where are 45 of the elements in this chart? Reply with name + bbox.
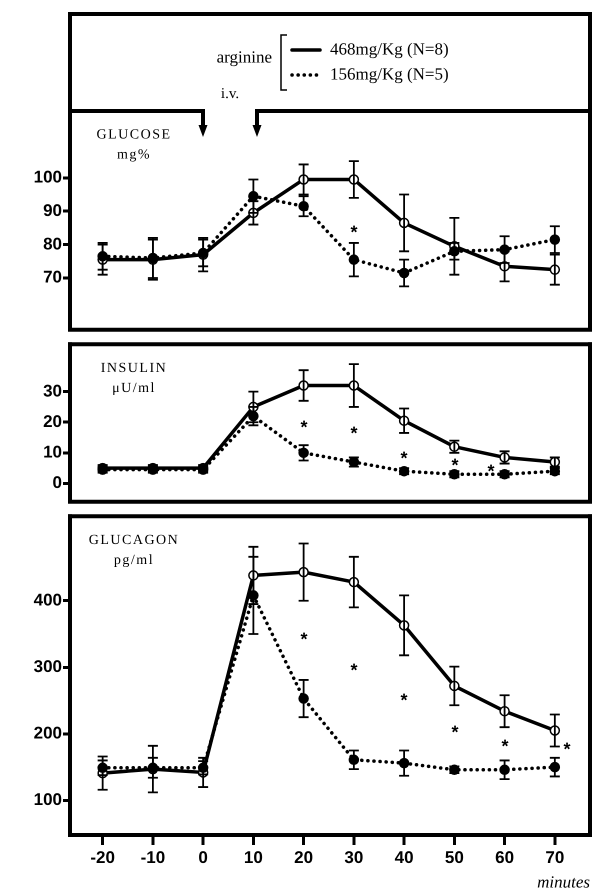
- annotation: *: [487, 460, 495, 481]
- legend-label: 156mg/Kg (N=5): [330, 64, 449, 84]
- annotation: *: [451, 722, 459, 742]
- annotation: *: [501, 736, 509, 756]
- legend-title: arginine: [216, 47, 272, 66]
- annotation: *: [350, 422, 358, 443]
- x-tick-label: 60: [495, 848, 514, 867]
- text: INSULIN: [100, 360, 168, 376]
- x-tick-label: 40: [394, 848, 414, 867]
- x-tick-label: 0: [198, 848, 208, 867]
- x-tick-label: 10: [244, 848, 263, 867]
- y-tick-label: 300: [34, 656, 62, 676]
- y-tick-label: 70: [43, 268, 62, 287]
- x-tick-label: -20: [90, 848, 115, 867]
- annotation: *: [300, 628, 308, 649]
- y-tick-label: 100: [34, 790, 62, 810]
- y-axis-title: pg/ml: [114, 552, 154, 568]
- y-tick-label: 80: [43, 234, 62, 254]
- annotation: *: [400, 690, 408, 710]
- y-tick-label: 10: [43, 442, 62, 462]
- x-tick-label: 30: [344, 848, 364, 867]
- y-tick-label: 100: [34, 167, 62, 186]
- y-tick-label: 30: [43, 381, 62, 400]
- x-tick-label: 50: [444, 848, 464, 867]
- x-axis-title: minutes: [537, 872, 590, 892]
- y-axis-title: mg%: [116, 148, 152, 163]
- y-tick-label: 20: [43, 412, 62, 431]
- text: GLUCAGON: [88, 532, 180, 548]
- y-axis-title: μU/ml: [112, 380, 156, 396]
- text: i.v.: [220, 86, 240, 102]
- y-tick-label: 400: [34, 590, 62, 610]
- y-tick-label: 90: [43, 200, 62, 220]
- annotation: *: [350, 222, 358, 242]
- annotation: *: [451, 454, 459, 475]
- annotation: *: [300, 416, 308, 437]
- legend-label: 468mg/Kg (N=8): [330, 39, 449, 58]
- y-tick-label: 0: [52, 473, 62, 492]
- x-tick-label: -10: [140, 848, 166, 867]
- text: GLUCOSE: [96, 128, 172, 143]
- x-tick-label: 20: [294, 848, 314, 867]
- annotation: *: [563, 738, 571, 759]
- x-tick-label: 70: [545, 848, 564, 867]
- annotation: *: [400, 448, 408, 468]
- annotation: *: [350, 660, 358, 680]
- y-tick-label: 200: [34, 724, 62, 743]
